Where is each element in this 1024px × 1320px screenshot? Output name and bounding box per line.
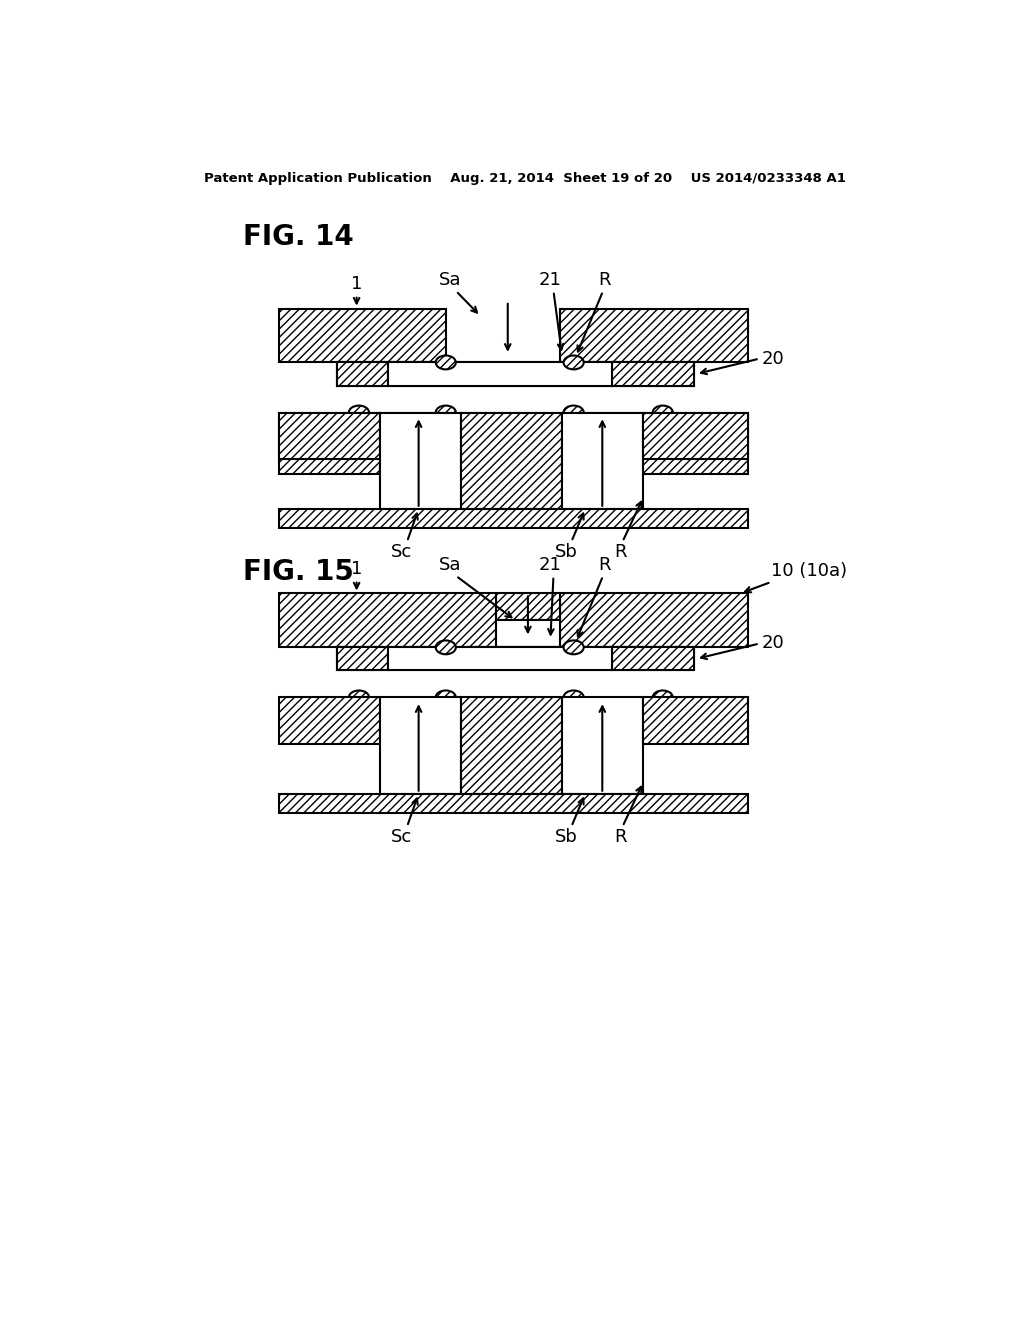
Text: 20: 20 [762,635,784,652]
Bar [380,697,461,793]
Text: Patent Application Publication    Aug. 21, 2014  Sheet 19 of 20    US 2014/02333: Patent Application Publication Aug. 21, … [204,173,846,185]
Bar [388,363,612,385]
Ellipse shape [435,640,456,655]
Text: Sc: Sc [391,829,413,846]
Text: 1: 1 [351,560,362,578]
Bar [461,413,562,474]
Ellipse shape [435,355,456,370]
Ellipse shape [435,405,456,420]
Ellipse shape [349,690,369,705]
Ellipse shape [652,405,673,420]
Text: 21: 21 [539,556,562,574]
Text: R: R [613,829,627,846]
Bar [560,309,748,363]
Bar [280,412,380,459]
Text: 10 (10a): 10 (10a) [771,561,848,579]
Ellipse shape [563,355,584,370]
Ellipse shape [563,690,584,705]
Bar [643,697,748,743]
Ellipse shape [563,405,584,420]
Text: R: R [598,272,611,289]
Bar [337,363,388,385]
Text: Sb: Sb [554,544,578,561]
Bar [461,412,562,508]
Ellipse shape [563,640,584,655]
Bar [337,363,693,385]
Text: 1: 1 [351,275,362,293]
Bar [380,413,461,474]
Bar [562,413,643,474]
Text: Sc: Sc [391,544,413,561]
Bar [280,594,496,647]
Bar [612,363,693,385]
Bar [280,508,748,528]
Text: 20: 20 [762,350,784,367]
Bar [560,594,748,647]
Bar [562,697,643,793]
Bar [337,647,388,671]
Bar [461,697,562,793]
Bar [337,647,693,671]
Text: FIG. 15: FIG. 15 [243,558,353,586]
Bar [388,647,612,671]
Text: Sa: Sa [438,556,461,574]
Bar [562,412,643,508]
Text: R: R [598,556,611,574]
Ellipse shape [349,405,369,420]
Bar [280,793,748,813]
Bar [612,647,693,671]
Text: R: R [613,544,627,561]
Ellipse shape [652,690,673,705]
Text: Sb: Sb [554,829,578,846]
Text: FIG. 14: FIG. 14 [243,223,353,251]
Bar [380,412,461,508]
Bar [280,697,380,743]
Bar [496,594,560,620]
Bar [496,620,560,647]
Bar [643,412,748,459]
Text: 21: 21 [539,272,562,289]
Bar [280,309,445,363]
Ellipse shape [435,690,456,705]
Bar [280,413,380,474]
Bar [643,413,748,474]
Text: Sa: Sa [438,272,461,289]
